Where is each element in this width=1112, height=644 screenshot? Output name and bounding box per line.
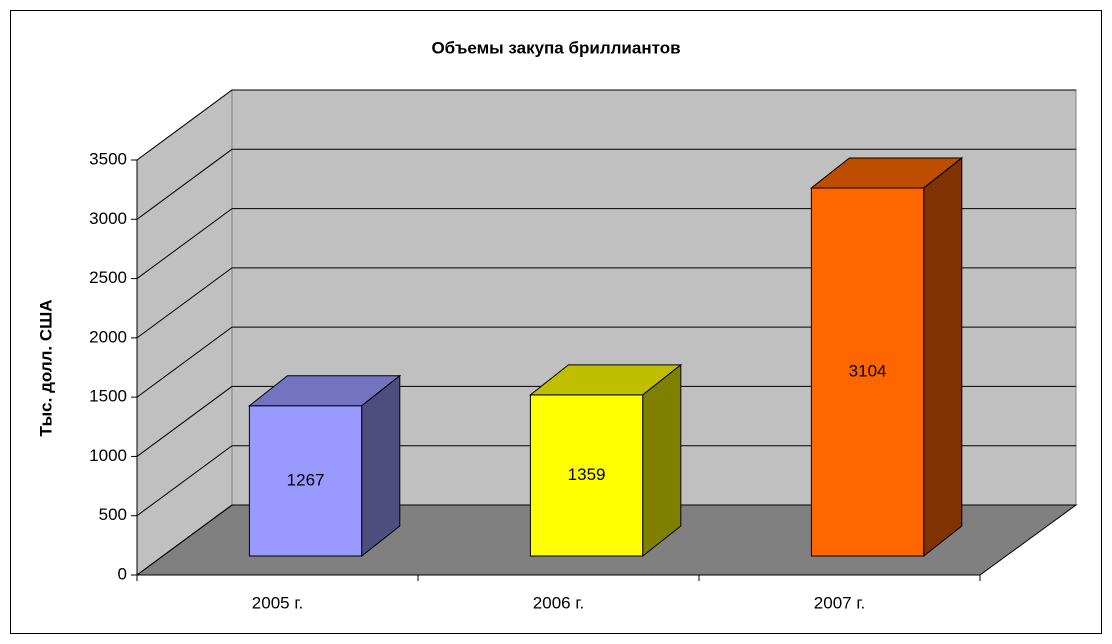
data-label: 3104 [849,361,887,380]
bar-side [361,374,401,558]
bar [528,363,683,558]
y-tick-label: 2500 [89,268,127,287]
side-wall [136,89,233,576]
grid-line [136,445,1076,517]
y-tick-label: 3000 [89,209,127,228]
y-tick-label: 3500 [89,149,127,168]
y-axis-label: Тыс. долл. США [36,299,55,436]
y-tick-label: 0 [118,564,127,583]
bar-side [642,363,682,558]
y-tick-label: 2000 [89,327,127,346]
x-tick-label: 2005 г. [252,593,303,612]
x-tick-label: 2007 г. [814,593,865,612]
grid-line [136,267,1076,339]
y-tick-label: 500 [99,505,127,524]
bar [809,156,964,558]
chart-title: Объемы закупа бриллиантов [431,38,680,57]
data-label: 1267 [287,470,325,489]
grid-line [136,326,1076,398]
x-tick-label: 2006 г. [533,593,584,612]
data-label: 1359 [568,465,606,484]
grid-line [136,89,1076,161]
grid-line [136,504,1076,576]
y-tick-label: 1000 [89,446,127,465]
y-tick-label: 1500 [89,387,127,406]
bar [247,374,402,558]
grid-line [136,208,1076,279]
bar-side [923,156,963,558]
grid-line [136,385,1076,457]
grid-line [136,148,1076,220]
